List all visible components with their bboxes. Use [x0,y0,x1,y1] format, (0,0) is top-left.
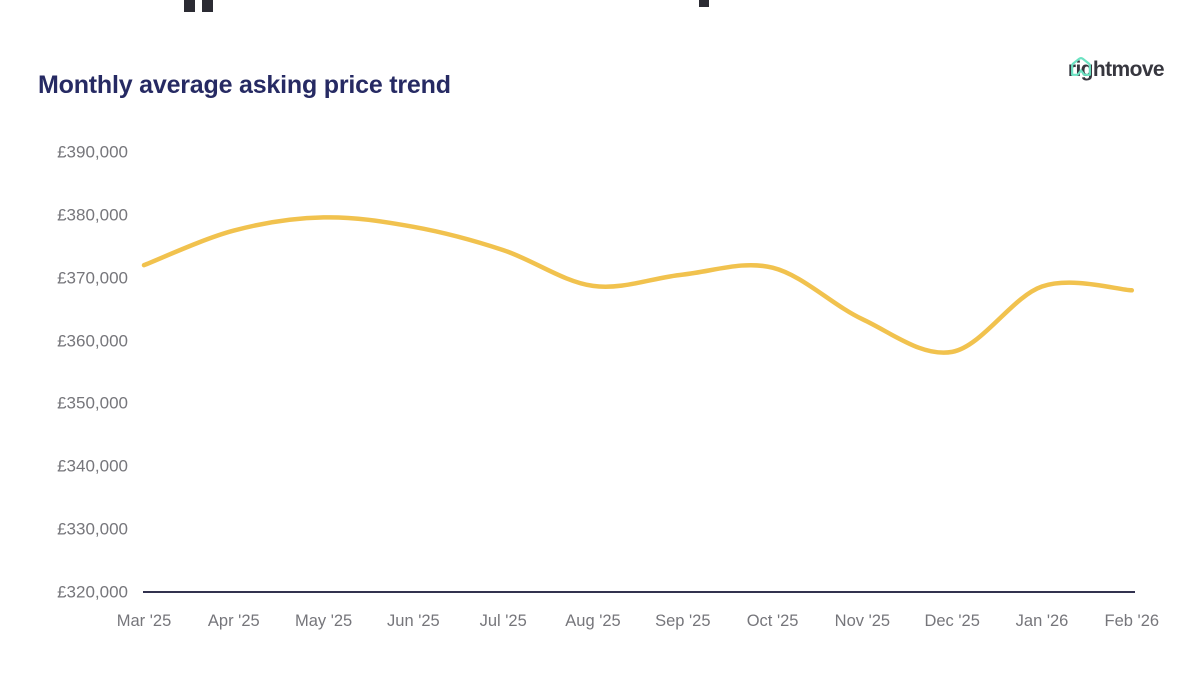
cropped-artifact [184,0,195,12]
x-tick-label: Dec '25 [924,612,980,630]
y-tick-label: £380,000 [57,205,128,225]
rightmove-logo: rightmove [1067,56,1165,82]
y-tick-label: £360,000 [57,331,128,351]
x-tick-label: Mar '25 [116,612,172,630]
rightmove-logo-text: rightmove [1067,58,1165,81]
cropped-artifact [699,0,709,7]
y-tick-label: £340,000 [57,456,128,476]
y-tick-label: £330,000 [57,519,128,539]
price-trend-line [141,215,1135,355]
x-tick-label: Jan '26 [1015,612,1069,630]
x-tick-label: Aug '25 [565,612,621,630]
cropped-artifact [202,0,213,12]
x-tick-label: Jun '25 [387,612,440,630]
y-tick-label: £320,000 [57,582,128,602]
rightmove-house-icon [1070,56,1091,76]
x-tick-label: Nov '25 [834,612,891,630]
x-tick-label: May '25 [294,612,353,630]
x-tick-label: Oct '25 [746,612,799,630]
x-tick-label: Jul '25 [479,612,527,630]
x-tick-label: Sep '25 [655,612,711,630]
x-tick-label: Feb '26 [1104,612,1160,630]
x-tick-label: Apr '25 [207,612,260,630]
y-tick-label: £350,000 [57,393,128,413]
y-tick-label: £390,000 [57,142,128,162]
y-tick-label: £370,000 [57,268,128,288]
page-title: Monthly average asking price trend [38,71,451,99]
